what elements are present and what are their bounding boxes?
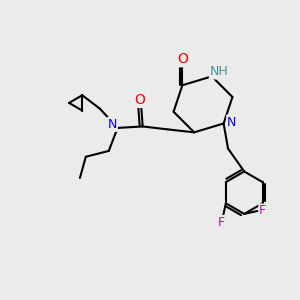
Text: F: F [218, 216, 225, 229]
Text: O: O [177, 52, 188, 66]
Text: N: N [108, 118, 117, 131]
Text: N: N [227, 116, 236, 128]
Text: O: O [134, 93, 145, 107]
Text: NH: NH [210, 65, 229, 79]
Text: F: F [259, 204, 266, 218]
